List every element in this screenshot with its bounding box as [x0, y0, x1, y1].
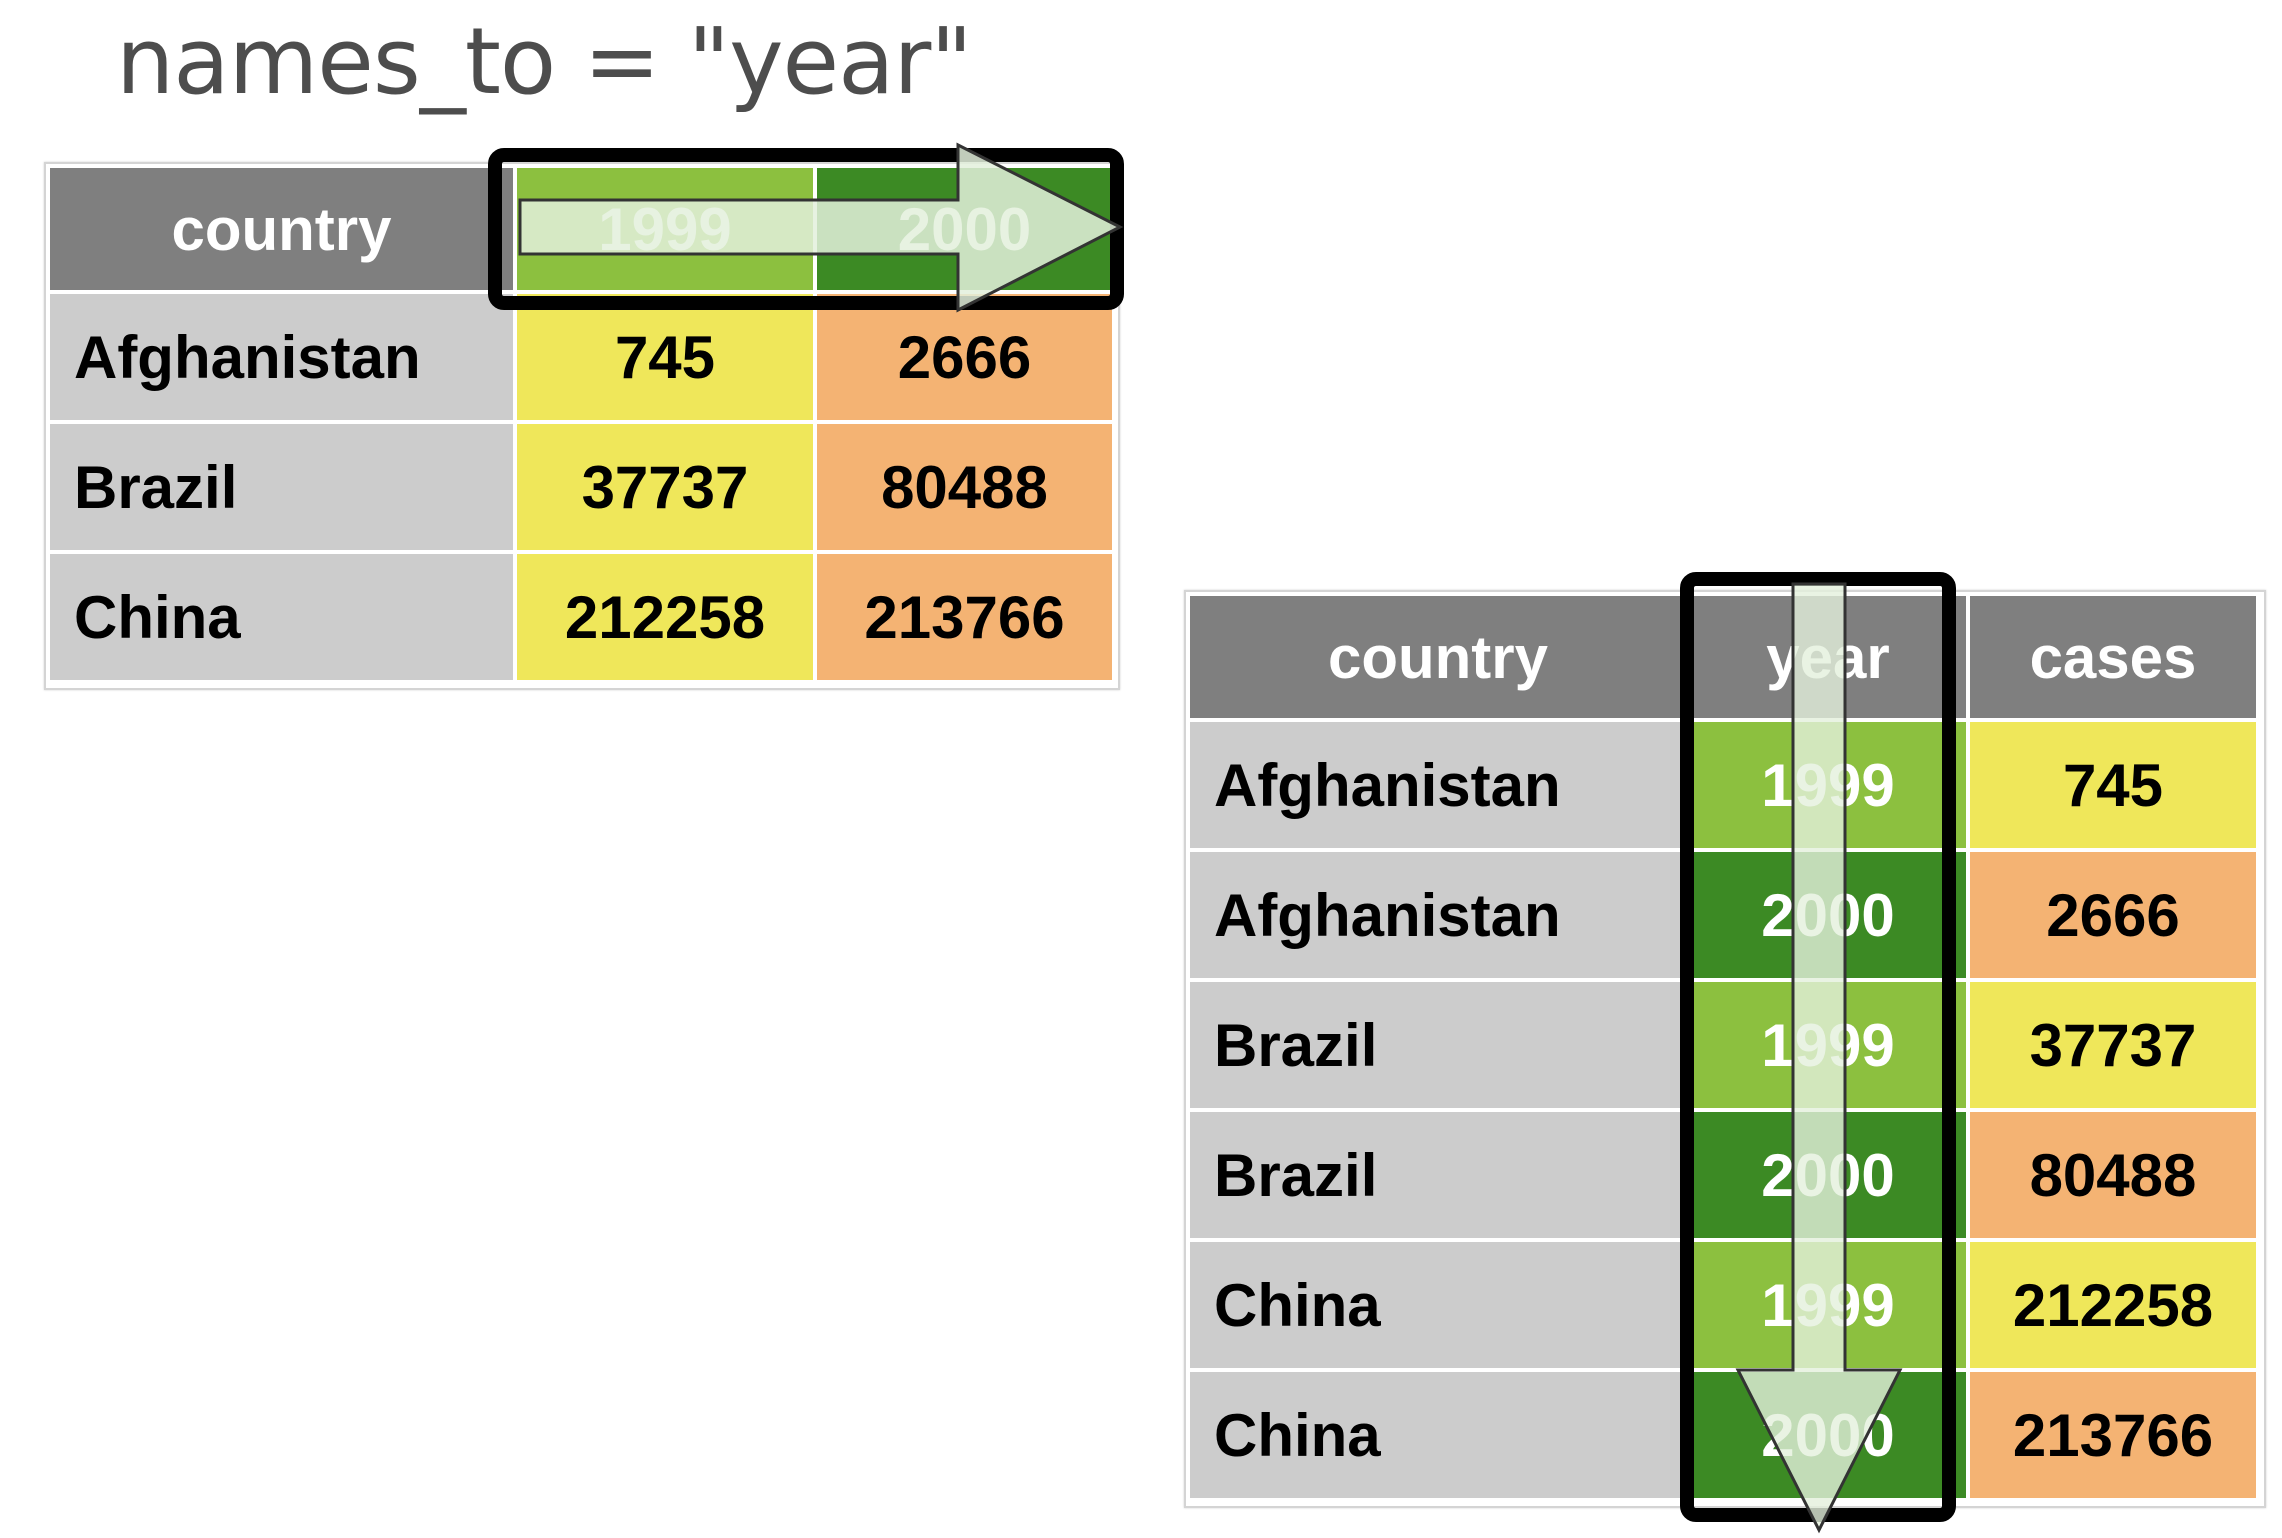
- long-row-year: 1999: [1690, 982, 1966, 1108]
- long-row-cases: 37737: [1970, 982, 2256, 1108]
- wide-row-2000-value: 80488: [817, 424, 1112, 550]
- wide-row-2000-value: 2666: [817, 294, 1112, 420]
- wide-row-1999-value: 745: [517, 294, 813, 420]
- long-row-year: 2000: [1690, 852, 1966, 978]
- wide-row-2000-value: 213766: [817, 554, 1112, 680]
- long-row-year: 1999: [1690, 722, 1966, 848]
- long-row-cases: 212258: [1970, 1242, 2256, 1368]
- long-row-country: China: [1190, 1242, 1686, 1368]
- long-row-year: 2000: [1690, 1112, 1966, 1238]
- long-row-year: 1999: [1690, 1242, 1966, 1368]
- long-row-cases: 2666: [1970, 852, 2256, 978]
- long-table: country year cases Afghanistan 1999 745 …: [1184, 590, 2266, 1508]
- wide-header-country: country: [50, 168, 513, 290]
- wide-row-country: China: [50, 554, 513, 680]
- long-row-cases: 80488: [1970, 1112, 2256, 1238]
- title: names_to = "year": [116, 8, 973, 115]
- long-row-country: China: [1190, 1372, 1686, 1498]
- long-row-cases: 213766: [1970, 1372, 2256, 1498]
- long-row-country: Afghanistan: [1190, 722, 1686, 848]
- wide-row-country: Afghanistan: [50, 294, 513, 420]
- long-row-year: 2000: [1690, 1372, 1966, 1498]
- long-header-year: year: [1690, 596, 1966, 718]
- long-header-cases: cases: [1970, 596, 2256, 718]
- long-row-country: Brazil: [1190, 982, 1686, 1108]
- wide-row-country: Brazil: [50, 424, 513, 550]
- wide-header-1999: 1999: [517, 168, 813, 290]
- long-row-country: Afghanistan: [1190, 852, 1686, 978]
- long-row-cases: 745: [1970, 722, 2256, 848]
- long-header-country: country: [1190, 596, 1686, 718]
- wide-header-2000: 2000: [817, 168, 1112, 290]
- wide-row-1999-value: 37737: [517, 424, 813, 550]
- wide-row-1999-value: 212258: [517, 554, 813, 680]
- wide-table: country 1999 2000 Afghanistan 745 2666 B…: [44, 162, 1120, 690]
- long-row-country: Brazil: [1190, 1112, 1686, 1238]
